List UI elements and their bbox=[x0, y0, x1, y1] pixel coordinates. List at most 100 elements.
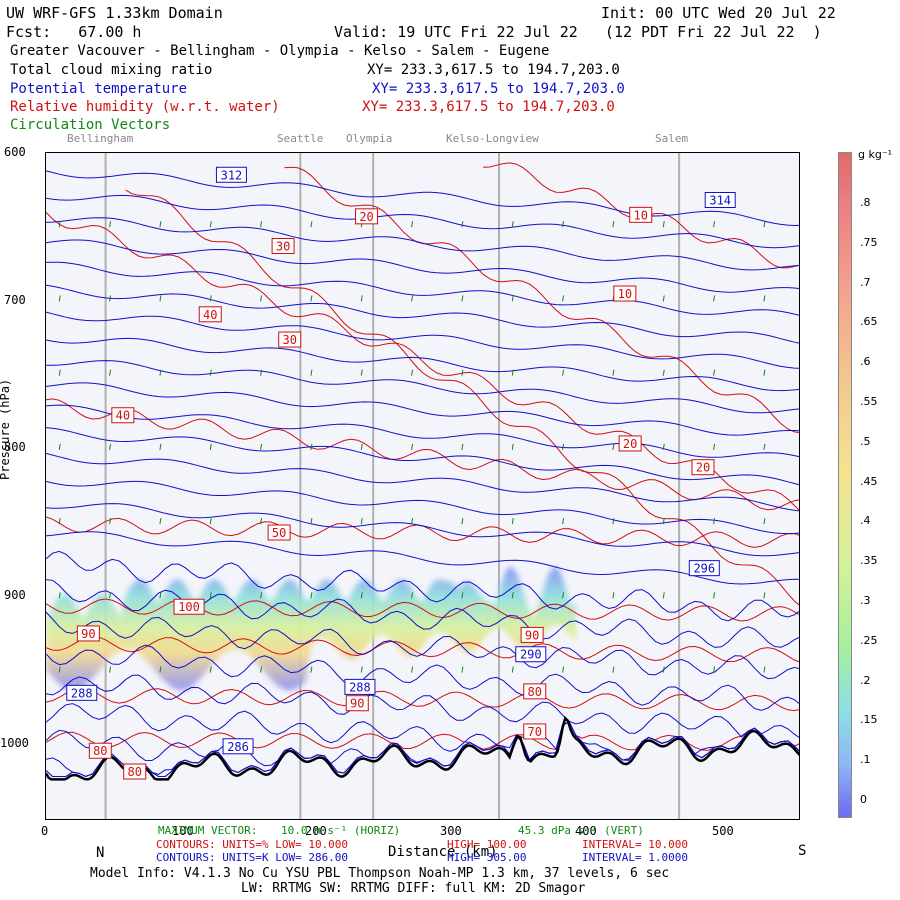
circulation-vector bbox=[209, 369, 212, 376]
theta-contour-high: HIGH= 305.00 bbox=[447, 851, 527, 864]
rh-contour-high: HIGH= 100.00 bbox=[447, 838, 527, 851]
circulation-vector bbox=[411, 295, 414, 302]
circulation-vector bbox=[360, 369, 363, 376]
circulation-vector bbox=[713, 518, 716, 525]
circulation-vector bbox=[310, 592, 313, 599]
colorbar-label: .25 bbox=[860, 633, 878, 647]
circulation-vector bbox=[713, 221, 716, 228]
field-cloud-xy: XY= 233.3,617.5 to 194.7,203.0 bbox=[367, 62, 620, 78]
model-info-physics: LW: RRTMG SW: RRTMG DIFF: full KM: 2D Sm… bbox=[241, 881, 586, 896]
circulation-vector bbox=[713, 295, 716, 302]
rh-label-box bbox=[613, 285, 637, 302]
location-seattle: Seattle bbox=[277, 132, 324, 145]
x-tick-200: 200 bbox=[305, 824, 327, 838]
x-tick-0: 0 bbox=[41, 824, 49, 838]
theta-label-box bbox=[704, 192, 736, 209]
max-vector-horiz: 10.0 m s⁻¹ (HORIZ) bbox=[281, 824, 401, 837]
region-label: Greater Vacouver - Bellingham - Olympia … bbox=[10, 43, 550, 59]
theta-contour bbox=[46, 427, 799, 486]
rh-label-box bbox=[618, 435, 642, 452]
theta-contour bbox=[46, 674, 799, 738]
rh-label-box bbox=[76, 625, 100, 642]
x-end-south: S bbox=[798, 843, 807, 859]
circulation-vector bbox=[562, 369, 565, 376]
terrain-surface bbox=[46, 715, 799, 781]
circulation-vector bbox=[58, 666, 61, 673]
circulation-vector bbox=[662, 221, 665, 228]
circulation-vector bbox=[461, 592, 464, 599]
circulation-vector bbox=[562, 295, 565, 302]
theta-label: 290 bbox=[520, 648, 542, 662]
colorbar-label: .75 bbox=[860, 235, 878, 249]
circulation-vector bbox=[260, 221, 263, 228]
colorbar-label: .55 bbox=[860, 395, 878, 408]
theta-label-box bbox=[66, 684, 98, 701]
theta-label: 314 bbox=[709, 194, 731, 208]
circulation-vector bbox=[411, 443, 414, 450]
circulation-vector bbox=[209, 443, 212, 450]
circulation-vector bbox=[159, 666, 162, 673]
rh-label: 80 bbox=[528, 685, 542, 699]
rh-contour bbox=[46, 687, 799, 712]
circulation-vector bbox=[159, 592, 162, 599]
colorbar-label: .8 bbox=[860, 196, 871, 209]
circulation-vector bbox=[159, 518, 162, 525]
theta-contour bbox=[46, 703, 799, 761]
circulation-vector bbox=[461, 221, 464, 228]
theta-contour bbox=[46, 337, 799, 392]
rh-contour bbox=[46, 212, 799, 511]
colorbar-label: .5 bbox=[860, 434, 871, 448]
theta-contour bbox=[46, 503, 799, 557]
circulation-vector bbox=[461, 666, 464, 673]
circulation-vector bbox=[511, 518, 514, 525]
y-tick-700: 700 bbox=[4, 293, 26, 307]
circulation-vector bbox=[360, 592, 363, 599]
circulation-vector bbox=[411, 518, 414, 525]
circulation-vector bbox=[612, 443, 615, 450]
circulation-vector bbox=[511, 221, 514, 228]
theta-contour bbox=[46, 721, 799, 777]
theta-label-box bbox=[344, 678, 376, 695]
circulation-vector bbox=[310, 518, 313, 525]
rh-label-box bbox=[111, 407, 135, 424]
circulation-vector bbox=[260, 295, 263, 302]
circulation-vector bbox=[58, 295, 61, 302]
circulation-vector bbox=[209, 592, 212, 599]
circulation-vector bbox=[58, 369, 61, 376]
theta-label: 288 bbox=[71, 686, 93, 700]
circulation-vector bbox=[310, 443, 313, 450]
theta-contour bbox=[46, 480, 799, 535]
rh-label: 40 bbox=[203, 308, 217, 322]
theta-label: 312 bbox=[221, 168, 243, 182]
y-tick-900: 900 bbox=[4, 588, 26, 602]
theta-contour bbox=[46, 452, 799, 512]
colorbar-label: .15 bbox=[860, 713, 878, 727]
theta-contour bbox=[46, 611, 799, 680]
circulation-vector bbox=[159, 221, 162, 228]
circulation-vector bbox=[360, 443, 363, 450]
rh-label: 90 bbox=[350, 697, 364, 711]
theta-contour-info: CONTOURS: UNITS=K LOW= 286.00 bbox=[156, 851, 349, 864]
circulation-vector bbox=[260, 443, 263, 450]
circulation-vector bbox=[511, 666, 514, 673]
rh-contour bbox=[46, 398, 799, 511]
rh-contours bbox=[46, 162, 799, 751]
circulation-vector bbox=[109, 518, 112, 525]
circulation-vector bbox=[209, 518, 212, 525]
theta-contour bbox=[46, 644, 799, 711]
circulation-vector bbox=[360, 666, 363, 673]
circulation-vector bbox=[612, 666, 615, 673]
circulation-vector bbox=[713, 369, 716, 376]
colorbar-unit: g kg⁻¹ bbox=[858, 148, 893, 161]
rh-label: 10 bbox=[618, 287, 632, 301]
circulation-vector bbox=[209, 295, 212, 302]
theta-contour bbox=[46, 284, 799, 344]
location-bellingham: Bellingham bbox=[67, 132, 134, 145]
field-rh-xy: XY= 233.3,617.5 to 194.7,203.0 bbox=[362, 99, 615, 115]
circulation-vector bbox=[411, 592, 414, 599]
rh-contour bbox=[125, 189, 799, 606]
theta-contour bbox=[46, 239, 799, 293]
circulation-vector bbox=[763, 666, 766, 673]
field-cloud-label: Total cloud mixing ratio bbox=[10, 62, 213, 78]
rh-label: 70 bbox=[528, 725, 542, 739]
